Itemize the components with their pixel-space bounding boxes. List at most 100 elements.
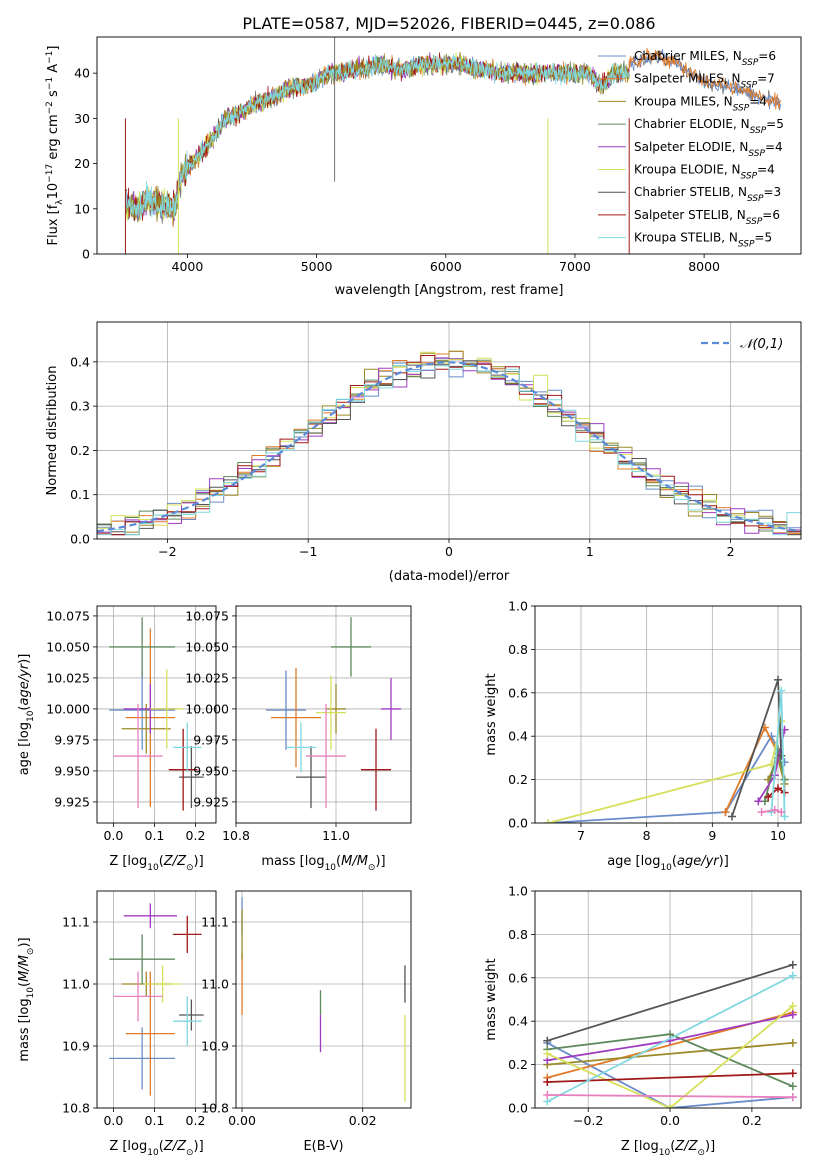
spectrum-line xyxy=(125,53,630,220)
y-tick-label: 0.4 xyxy=(508,729,528,744)
x-tick-label: 8 xyxy=(643,828,651,843)
weight-series-6 xyxy=(547,963,794,1042)
panel-age-vs-mass: 10.8 11.0 9.925 9.950 9.975 10.000 10.025 10.05… xyxy=(185,605,412,873)
legend-entry: Salpeter STELIB, NSSP=6 xyxy=(634,208,780,227)
x-tick-label: 6000 xyxy=(430,259,462,274)
weight-series-6 xyxy=(731,679,783,817)
y-tick-label: 0.6 xyxy=(508,685,528,700)
y-axis-label: mass weight xyxy=(484,673,499,755)
y-tick-label: 10.075 xyxy=(185,608,229,623)
weight-series-5 xyxy=(546,1005,794,1108)
legend-entry: Kroupa ELODIE, NSSP=4 xyxy=(634,163,775,182)
x-tick-label: 0.00 xyxy=(228,1113,256,1128)
x-axis-label: Z [log10(Z/Z⊙)] xyxy=(621,1139,715,1158)
y-tick-label: 0.4 xyxy=(508,1014,528,1029)
x-tick-label: 10.8 xyxy=(222,828,250,843)
y-tick-label: 0.4 xyxy=(70,354,90,369)
x-tick-label: 0.1 xyxy=(145,828,165,843)
x-tick-label: 7 xyxy=(577,828,585,843)
panel-spectrum: 4000 5000 6000 7000 8000 0 10 20 30 40 wavelength … xyxy=(45,36,802,298)
y-axis-label: Normed distribution xyxy=(45,366,60,496)
panel-weight-vs-Z: −0.2 0.0 0.2 0.0 0.2 0.4 0.6 0.8 1.0 Z [log10(Z/Z… xyxy=(484,884,802,1158)
y-tick-label: 11.0 xyxy=(201,977,229,992)
legend-entry: Salpeter MILES, NSSP=7 xyxy=(634,72,775,91)
x-axis-label: age [log10(age/yr)] xyxy=(607,854,729,873)
weight-series-2 xyxy=(547,1042,793,1066)
y-tick-label: 9.950 xyxy=(193,763,229,778)
x-tick-label: 0.0 xyxy=(660,1113,680,1128)
x-axis-label: wavelength [Angstrom, rest frame] xyxy=(335,283,564,298)
plot-area xyxy=(544,675,789,823)
histogram-1 xyxy=(97,350,801,534)
y-tick-label: 40 xyxy=(74,66,90,81)
x-tick-label: 5000 xyxy=(301,259,333,274)
y-tick-label: 11.1 xyxy=(62,915,90,930)
weight-series-9 xyxy=(547,1094,793,1099)
axes-frame xyxy=(96,605,217,824)
spectrum-line xyxy=(125,53,630,220)
y-axis-label: age [log10(age/yr)] xyxy=(17,654,36,776)
x-axis-label: mass [log10(M/M⊙)] xyxy=(261,854,385,873)
grid-lines xyxy=(535,890,801,1109)
y-axis-label: Flux [fλ10−17 erg cm−2 s−1 A−1] xyxy=(45,46,65,246)
y-tick-label: 10.050 xyxy=(185,639,229,654)
y-tick-label: 10.8 xyxy=(201,1101,229,1116)
y-tick-label: 10.025 xyxy=(185,670,229,685)
figure-title: PLATE=0587, MJD=52026, FIBERID=0445, z=0… xyxy=(242,14,655,33)
y-tick-label: 0.1 xyxy=(70,487,90,502)
axes-frame xyxy=(96,890,217,1109)
axes-frame xyxy=(235,890,412,1109)
y-tick-label: 1.0 xyxy=(508,884,528,899)
y-tick-label: 10.9 xyxy=(201,1039,229,1054)
histogram-4 xyxy=(97,357,801,536)
y-tick-label: 0 xyxy=(82,247,90,262)
plot-area xyxy=(266,617,401,811)
plot-area xyxy=(124,37,782,254)
grid-lines xyxy=(535,605,801,824)
x-tick-label: 2 xyxy=(727,544,735,559)
y-tick-label: 0.8 xyxy=(508,642,528,657)
weight-series-8 xyxy=(546,974,794,1103)
y-tick-label: 10.025 xyxy=(46,670,90,685)
y-tick-label: 0.8 xyxy=(508,927,528,942)
x-axis-label: (data-model)/error xyxy=(389,569,510,584)
x-axis-label: Z [log10(Z/Z⊙)] xyxy=(109,854,203,873)
panel-mass-vs-ebv: 0.00 0.02 10.8 10.9 11.0 11.1 xyxy=(201,890,412,1128)
x-tick-label: 0.2 xyxy=(186,828,206,843)
y-tick-label: 0.6 xyxy=(508,970,528,985)
legend-entry: Salpeter ELODIE, NSSP=4 xyxy=(634,140,783,159)
x-tick-label: 8000 xyxy=(688,259,720,274)
x-tick-label: 1 xyxy=(586,544,594,559)
y-tick-label: 10.9 xyxy=(62,1039,90,1054)
plot-area xyxy=(109,903,204,1096)
axes-frame xyxy=(235,605,412,824)
y-axis-label: mass weight xyxy=(484,958,499,1040)
legend-entry: Chabrier MILES, NSSP=6 xyxy=(634,49,776,68)
x-tick-label: 0 xyxy=(445,544,453,559)
y-tick-label: 0.0 xyxy=(70,532,90,547)
y-tick-label: 0.0 xyxy=(508,1101,528,1116)
x-tick-label: 10 xyxy=(770,828,786,843)
x-tick-label: 4000 xyxy=(172,259,204,274)
x-tick-label: 9 xyxy=(708,828,716,843)
grid-lines xyxy=(235,606,411,823)
y-tick-label: 0.3 xyxy=(70,399,90,414)
legend-entry: 𝒩(0,1) xyxy=(740,337,783,352)
y-tick-label: 10 xyxy=(74,201,90,216)
x-tick-label: 0.2 xyxy=(186,1113,206,1128)
y-axis-label: mass [log10(M/M⊙)] xyxy=(17,937,36,1061)
panel-mass-vs-Z: 0.0 0.1 0.2 10.8 10.9 11.0 11.1 Z [log10(Z/Z⊙)]… xyxy=(17,890,217,1158)
x-tick-label: 0.0 xyxy=(103,1113,123,1128)
plot-area xyxy=(241,897,406,1102)
weight-series-0 xyxy=(546,1042,793,1108)
axes-frame xyxy=(534,605,802,824)
grid-lines xyxy=(97,606,216,823)
y-tick-label: 30 xyxy=(74,111,90,126)
x-tick-label: 11.0 xyxy=(322,828,350,843)
y-tick-label: 20 xyxy=(74,156,90,171)
y-tick-label: 9.975 xyxy=(193,732,229,747)
y-tick-label: 9.975 xyxy=(54,732,90,747)
y-tick-label: 11.0 xyxy=(62,977,90,992)
y-tick-label: 0.2 xyxy=(508,1057,528,1072)
